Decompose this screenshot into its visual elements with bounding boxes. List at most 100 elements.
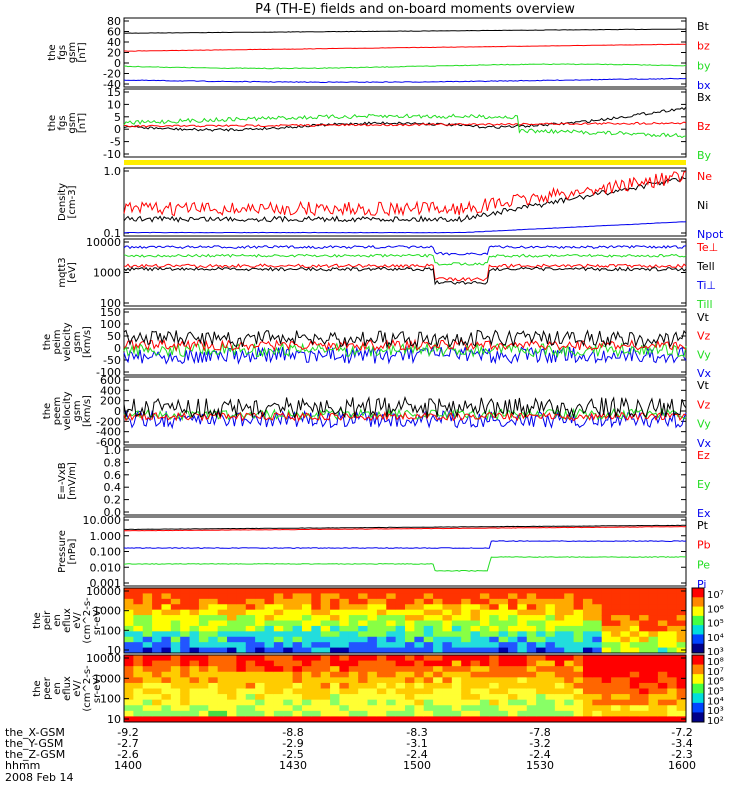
spectrogram-cell bbox=[292, 598, 303, 605]
spectrogram-cell bbox=[573, 620, 584, 627]
spectrogram-cell bbox=[545, 609, 556, 616]
spectrogram-cell bbox=[142, 671, 153, 678]
spectrogram-cell bbox=[170, 694, 181, 701]
spectrogram-cell bbox=[236, 694, 247, 701]
spectrogram-cell bbox=[376, 631, 387, 638]
spectrogram-cell bbox=[180, 642, 191, 649]
spectrogram-cell bbox=[526, 660, 537, 667]
spectrogram-cell bbox=[161, 636, 172, 643]
spectrogram-cell bbox=[442, 647, 453, 654]
panel-frame bbox=[123, 587, 687, 654]
spectrogram-cell bbox=[554, 625, 565, 632]
spectrogram-cell bbox=[358, 705, 369, 712]
spectrogram-cell bbox=[330, 710, 340, 717]
spectrogram-cell bbox=[161, 671, 172, 678]
spectrogram-cell bbox=[601, 671, 612, 678]
spectrogram-cell bbox=[564, 688, 575, 695]
spectrogram-cell bbox=[498, 677, 509, 684]
spectrogram-cell bbox=[629, 682, 640, 689]
spectrogram-cell bbox=[451, 631, 462, 638]
spectrogram-cell bbox=[545, 666, 556, 673]
colorbar-segment bbox=[692, 683, 704, 694]
spectrogram-cell bbox=[245, 655, 256, 662]
spectrogram-cell bbox=[320, 677, 331, 684]
spectrogram-cell bbox=[142, 682, 153, 689]
spectrogram-cell bbox=[180, 609, 191, 616]
spectrogram-cell bbox=[236, 688, 247, 695]
spectrogram-cell bbox=[405, 636, 415, 643]
spectrogram-cell bbox=[442, 671, 453, 678]
spectrogram-cell bbox=[423, 688, 434, 695]
spectrogram-cell bbox=[367, 631, 378, 638]
spectrogram-cell bbox=[198, 625, 209, 632]
spectrogram-cell bbox=[657, 671, 668, 678]
spectrogram-cell bbox=[648, 688, 659, 695]
spectrogram-cell bbox=[339, 660, 350, 667]
spectrogram-cell bbox=[227, 705, 237, 712]
spectrogram-cell bbox=[395, 694, 406, 701]
y-axis-label: en bbox=[52, 682, 63, 695]
legend-vz: Vz bbox=[697, 330, 711, 343]
spectrogram-cell bbox=[348, 716, 359, 723]
spectrogram-cell bbox=[133, 615, 144, 621]
spectrogram-cell bbox=[629, 642, 640, 649]
spectrogram-cell bbox=[311, 671, 322, 678]
spectrogram-cell bbox=[508, 716, 518, 723]
spectrogram-cell bbox=[311, 588, 322, 594]
spectrogram-cell bbox=[264, 631, 275, 638]
spectrogram-cell bbox=[620, 694, 631, 701]
spectrogram-cell bbox=[320, 710, 331, 717]
spectrogram-cell bbox=[470, 598, 481, 605]
spectrogram-cell bbox=[301, 694, 312, 701]
spectrogram-cell bbox=[301, 716, 312, 723]
chart-title: P4 (TH-E) fields and on-board moments ov… bbox=[255, 2, 575, 17]
spectrogram-cell bbox=[414, 655, 425, 662]
spectrogram-cell bbox=[311, 598, 322, 605]
spectrogram-cell bbox=[227, 716, 237, 723]
spectrogram-cell bbox=[433, 642, 443, 649]
spectrogram-cell bbox=[358, 688, 369, 695]
spectrogram-cell bbox=[358, 620, 369, 627]
spectrogram-cell bbox=[255, 642, 265, 649]
spectrogram-cell bbox=[208, 699, 219, 706]
spectrogram-cell bbox=[170, 688, 181, 695]
spectrogram-cell bbox=[648, 593, 659, 600]
spectrogram-cell bbox=[676, 671, 687, 678]
spectrogram-cell bbox=[536, 642, 546, 649]
spectrogram-cell bbox=[611, 604, 621, 611]
spectrogram-cell bbox=[330, 598, 340, 605]
y-axis-label: gsm bbox=[67, 42, 78, 63]
spectrogram-cell bbox=[545, 705, 556, 712]
spectrogram-cell bbox=[376, 598, 387, 605]
spectrogram-cell bbox=[479, 655, 490, 662]
legend-bz: bz bbox=[697, 40, 710, 53]
spectrogram-cell bbox=[451, 671, 462, 678]
y-tick-label: 10000 bbox=[86, 236, 121, 249]
spectrogram-cell bbox=[264, 609, 275, 616]
panel-frame bbox=[123, 167, 687, 237]
spectrogram-cell bbox=[489, 620, 500, 627]
spectrogram-cell bbox=[601, 642, 612, 649]
spectrogram-cell bbox=[620, 671, 631, 678]
y-tick-label: 0.1 bbox=[104, 227, 122, 240]
spectrogram-cell bbox=[489, 636, 500, 643]
spectrogram-cell bbox=[498, 688, 509, 695]
panel-frame bbox=[123, 238, 687, 307]
spectrogram-cell bbox=[451, 694, 462, 701]
spectrogram-cell bbox=[648, 647, 659, 654]
footer-value: -9.2 bbox=[117, 726, 138, 739]
spectrogram-cell bbox=[564, 677, 575, 684]
spectrogram-cell bbox=[657, 642, 668, 649]
spectrogram-cell bbox=[142, 598, 153, 605]
spectrogram-cell bbox=[433, 598, 443, 605]
colorbar-tick-label: 10⁶ bbox=[707, 604, 724, 615]
spectrogram-cell bbox=[433, 631, 443, 638]
spectrogram-cell bbox=[133, 705, 144, 712]
spectrogram-cell bbox=[498, 631, 509, 638]
spectrogram-cell bbox=[657, 636, 668, 643]
spectrogram-cell bbox=[301, 642, 312, 649]
spectrogram-cell bbox=[255, 604, 265, 611]
spectrogram-cell bbox=[133, 655, 144, 662]
spectrogram-cell bbox=[554, 593, 565, 600]
